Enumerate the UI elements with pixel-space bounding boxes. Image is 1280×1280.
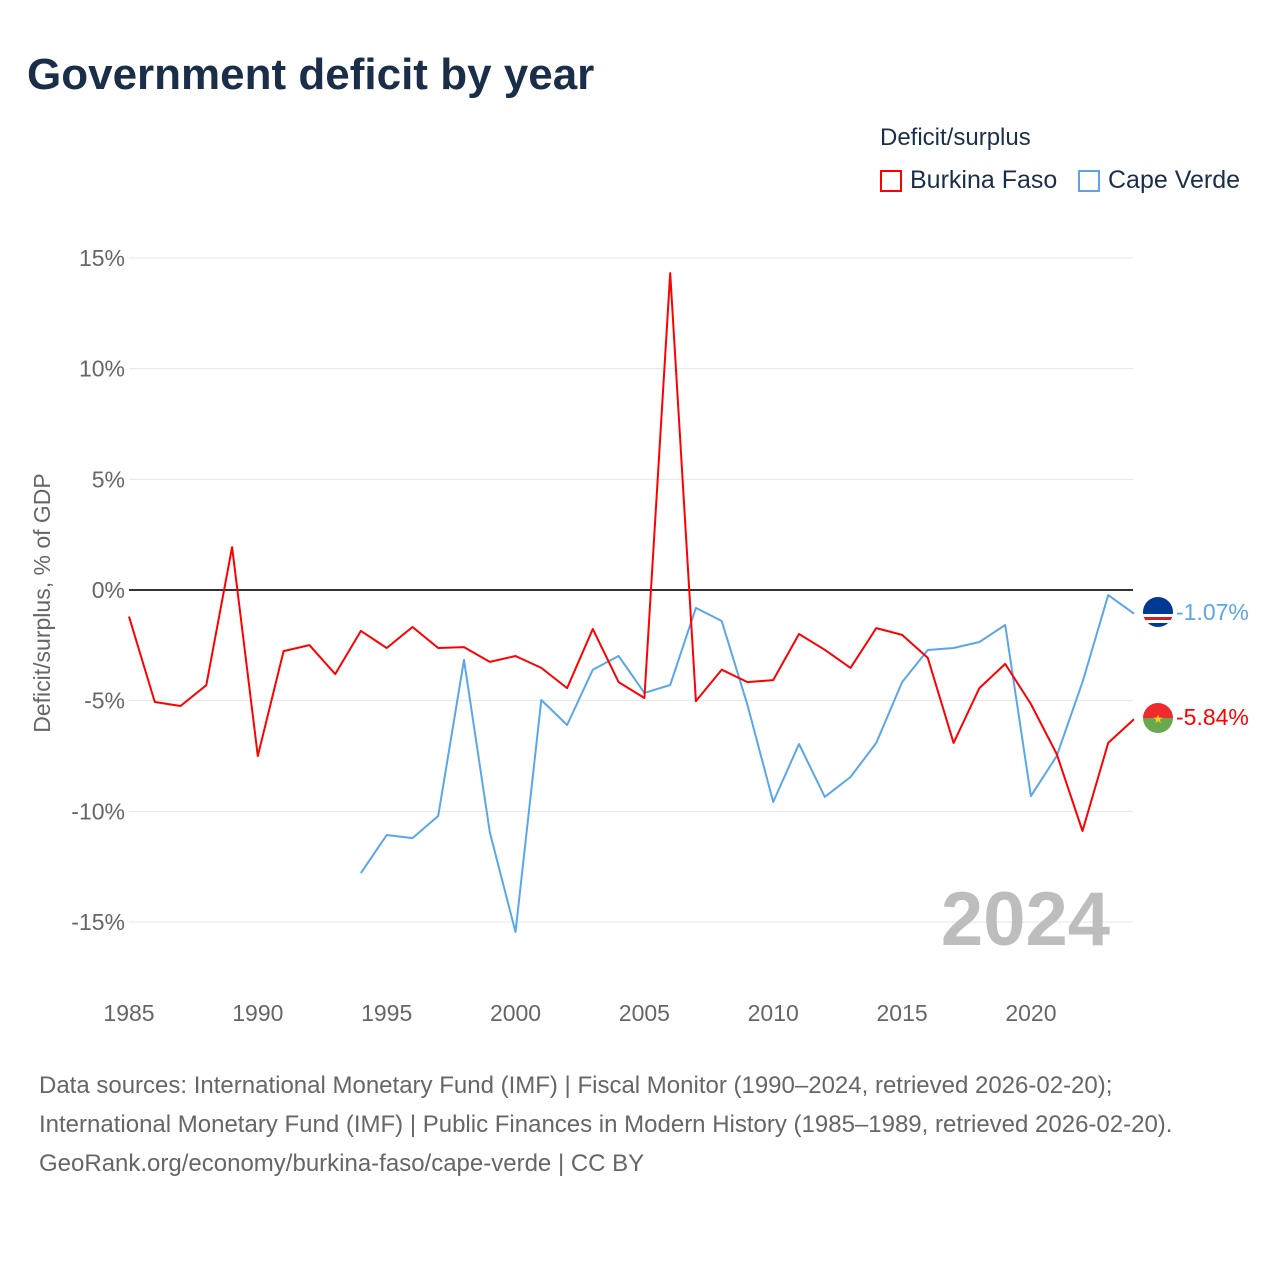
svg-text:★: ★ bbox=[1153, 712, 1164, 726]
footer: Data sources: International Monetary Fun… bbox=[39, 1066, 1239, 1183]
x-tick-label: 1995 bbox=[361, 1000, 412, 1026]
end-label-cape-verde: -1.07% bbox=[1176, 599, 1249, 625]
year-watermark: 2024 bbox=[941, 877, 1110, 962]
legend-label: Burkina Faso bbox=[910, 166, 1058, 194]
y-axis-label: Deficit/surplus, % of GDP bbox=[29, 473, 55, 732]
credit-link[interactable]: GeoRank.org/economy/burkina-faso/cape-ve… bbox=[39, 1150, 645, 1177]
series-line-burkina-faso bbox=[128, 272, 1135, 832]
y-tick-label: -10% bbox=[71, 798, 125, 824]
data-sources: Data sources: International Monetary Fun… bbox=[39, 1072, 1173, 1138]
x-tick-label: 2015 bbox=[876, 1000, 927, 1026]
legend-swatch bbox=[880, 169, 902, 192]
burkina-faso-flag-icon: ★ bbox=[1143, 703, 1173, 733]
legend-item-burkina-faso[interactable]: Burkina Faso bbox=[880, 166, 1057, 195]
legend-item-cape-verde[interactable]: Cape Verde bbox=[1078, 166, 1240, 195]
legend-title: Deficit/surplus bbox=[880, 124, 1031, 151]
x-tick-label: 1985 bbox=[103, 1000, 154, 1026]
legend-swatch bbox=[1078, 169, 1100, 192]
y-tick-label: 10% bbox=[79, 356, 125, 382]
series-line-cape-verde bbox=[360, 594, 1135, 933]
y-tick-label: -5% bbox=[84, 688, 125, 714]
x-tick-label: 2000 bbox=[490, 1000, 541, 1026]
y-tick-label: -15% bbox=[71, 909, 125, 935]
y-tick-label: 5% bbox=[92, 466, 125, 492]
y-tick-label: 15% bbox=[79, 245, 125, 271]
chart-title: Government deficit by year bbox=[27, 50, 595, 99]
cape-verde-flag-icon bbox=[1143, 597, 1173, 627]
x-tick-label: 2005 bbox=[619, 1000, 670, 1026]
legend-label: Cape Verde bbox=[1108, 166, 1241, 194]
x-tick-label: 2010 bbox=[748, 1000, 799, 1026]
x-tick-label: 1990 bbox=[232, 1000, 283, 1026]
end-label-burkina-faso: -5.84% bbox=[1176, 704, 1249, 730]
x-tick-label: 2020 bbox=[1005, 1000, 1056, 1026]
y-tick-label: 0% bbox=[92, 577, 125, 603]
